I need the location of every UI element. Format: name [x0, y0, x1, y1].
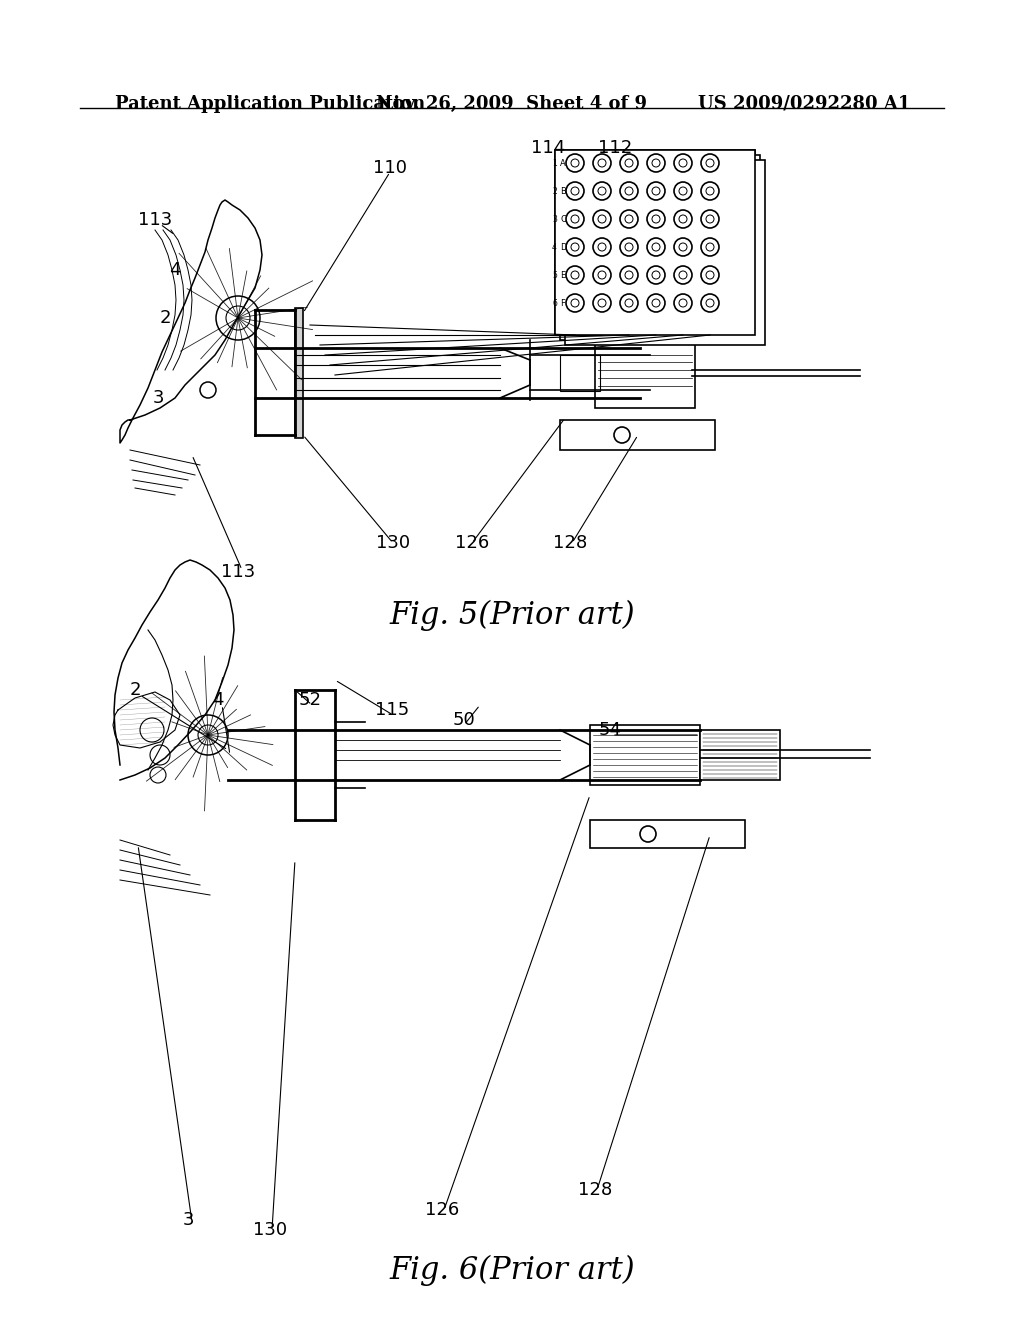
- Text: 4: 4: [169, 261, 181, 279]
- Bar: [590, 725, 700, 785]
- Text: 52: 52: [299, 690, 322, 709]
- Text: 2: 2: [129, 681, 140, 700]
- Text: Nov. 26, 2009  Sheet 4 of 9: Nov. 26, 2009 Sheet 4 of 9: [377, 95, 647, 114]
- Text: 128: 128: [578, 1181, 612, 1199]
- Bar: [560, 355, 600, 391]
- Text: Patent Application Publication: Patent Application Publication: [115, 95, 425, 114]
- Text: 115: 115: [375, 701, 410, 719]
- Text: E: E: [560, 271, 565, 280]
- Text: 110: 110: [373, 158, 407, 177]
- Text: 4: 4: [552, 243, 557, 252]
- Bar: [295, 308, 303, 438]
- Text: 128: 128: [553, 535, 587, 552]
- Bar: [565, 160, 765, 345]
- Text: C: C: [560, 214, 566, 223]
- Bar: [700, 730, 780, 780]
- Text: 2: 2: [160, 309, 171, 327]
- Text: Fig. 6(Prior art): Fig. 6(Prior art): [389, 1254, 635, 1286]
- Text: 126: 126: [425, 1201, 459, 1218]
- Bar: [555, 150, 755, 335]
- Text: 4: 4: [212, 690, 224, 709]
- Text: 113: 113: [221, 564, 255, 581]
- Text: 126: 126: [455, 535, 489, 552]
- Bar: [295, 308, 303, 438]
- Text: 6: 6: [552, 298, 557, 308]
- Text: 3: 3: [153, 389, 164, 407]
- Text: 1: 1: [552, 158, 557, 168]
- Text: 3: 3: [182, 1210, 194, 1229]
- Bar: [560, 154, 760, 341]
- Text: 50: 50: [453, 711, 475, 729]
- Text: 3: 3: [552, 214, 557, 223]
- Text: 130: 130: [376, 535, 410, 552]
- Bar: [560, 420, 715, 450]
- Bar: [590, 820, 745, 847]
- Text: D: D: [560, 243, 566, 252]
- Text: A: A: [560, 158, 566, 168]
- Text: 130: 130: [253, 1221, 287, 1239]
- Text: 112: 112: [598, 139, 632, 157]
- Bar: [555, 150, 755, 335]
- Text: B: B: [560, 186, 566, 195]
- Text: 114: 114: [530, 139, 565, 157]
- Text: 5: 5: [552, 271, 557, 280]
- Text: 54: 54: [598, 721, 622, 739]
- Text: F: F: [560, 298, 565, 308]
- Bar: [595, 338, 695, 408]
- Text: US 2009/0292280 A1: US 2009/0292280 A1: [697, 95, 910, 114]
- Text: 113: 113: [138, 211, 172, 228]
- Text: Fig. 5(Prior art): Fig. 5(Prior art): [389, 599, 635, 631]
- Text: 2: 2: [552, 186, 557, 195]
